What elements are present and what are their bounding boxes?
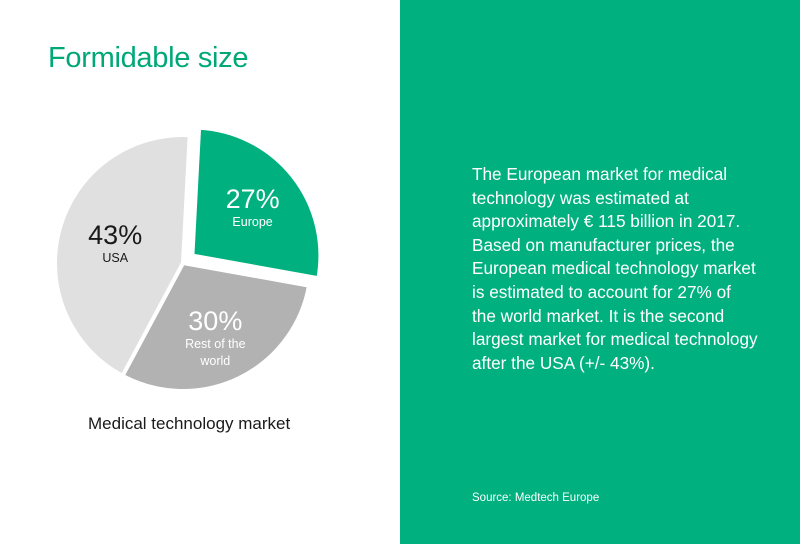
- pie-slice-rest-of-the-world: [119, 260, 312, 393]
- slice-value-label: 43%: [88, 220, 142, 250]
- pie-slice-usa: [53, 133, 192, 379]
- right-panel: [400, 0, 800, 544]
- slice-category-label: Rest of the: [185, 337, 245, 351]
- page-title: Formidable size: [48, 42, 249, 74]
- description-text: The European market for medical technolo…: [472, 164, 758, 373]
- slice-category-label: Europe: [232, 215, 272, 229]
- slice-category-label: world: [199, 354, 230, 368]
- slice-category-label: USA: [102, 251, 128, 265]
- chart-caption: Medical technology market: [88, 414, 291, 433]
- slice-value-label: 30%: [188, 306, 242, 336]
- pie-chart: 27%Europe 30%Rest of the world 43%USA: [53, 125, 323, 393]
- pie-slice-europe: [190, 125, 323, 281]
- source-note: Source: Medtech Europe: [472, 492, 600, 504]
- left-panel: Formidable size 27% Europe 30% Rest of the w…: [48, 42, 323, 433]
- slice-value-label: 27%: [226, 184, 280, 214]
